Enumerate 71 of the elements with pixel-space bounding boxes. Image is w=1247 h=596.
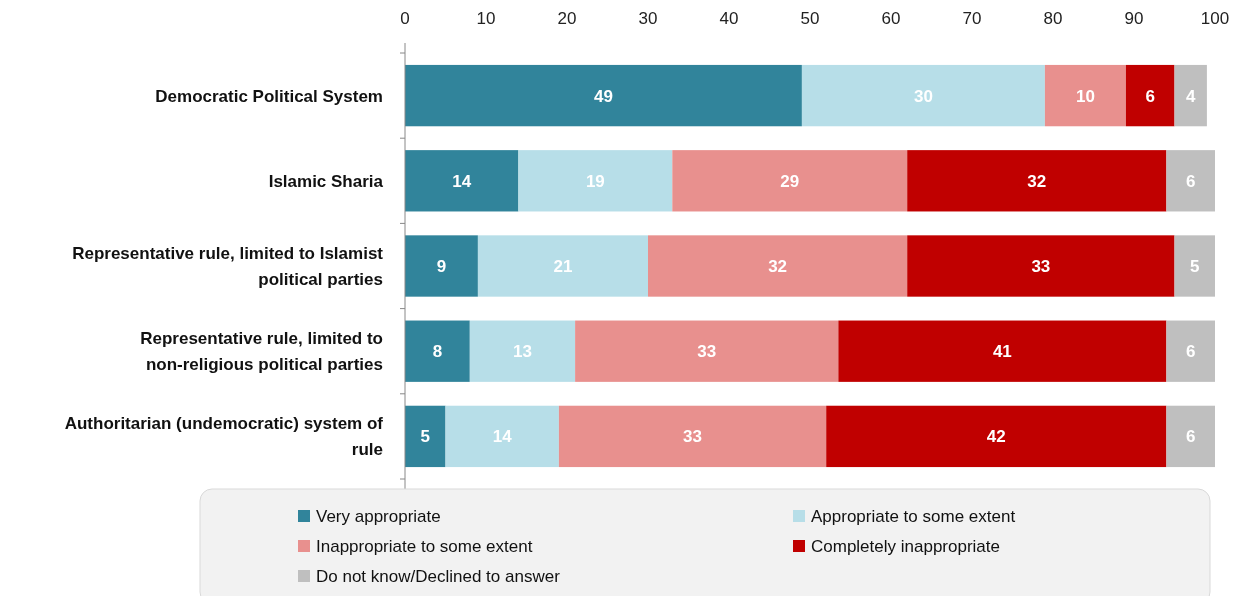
legend-label: Appropriate to some extent xyxy=(811,506,1016,526)
x-tick-label: 80 xyxy=(1043,9,1063,28)
x-tick-label: 60 xyxy=(881,9,901,28)
bar xyxy=(477,235,648,297)
bar xyxy=(445,405,559,468)
bar xyxy=(907,150,1167,212)
data-label: 4 xyxy=(1185,86,1196,106)
x-tick-label: 10 xyxy=(476,9,496,28)
data-label: 8 xyxy=(432,342,443,362)
bar xyxy=(1174,64,1207,127)
y-tick-label: Authoritarian (undemocratic) system of rule xyxy=(64,414,384,460)
data-label: 33 xyxy=(697,342,717,362)
bar xyxy=(1044,64,1126,127)
bar xyxy=(405,150,519,212)
data-label: 5 xyxy=(1190,256,1200,276)
data-label: 41 xyxy=(992,342,1012,362)
x-tick-label: 0 xyxy=(400,9,410,28)
x-tick-label: 30 xyxy=(638,9,658,28)
data-label: 10 xyxy=(1075,86,1095,106)
y-tick-label: Representative rule, limited to non-religious political parties xyxy=(140,329,383,375)
bar xyxy=(838,320,1167,382)
legend-label: Do not know/Declined to answer xyxy=(316,566,561,586)
bar xyxy=(405,320,470,382)
data-label: 33 xyxy=(683,427,703,447)
data-label: 29 xyxy=(780,171,800,191)
y-tick-label: Democratic Political System xyxy=(155,86,383,106)
data-label: 5 xyxy=(420,427,430,447)
data-label: 30 xyxy=(913,86,933,106)
data-label: 13 xyxy=(512,342,532,362)
x-tick-label: 40 xyxy=(719,9,739,28)
legend-label: Inappropriate to some extent xyxy=(316,536,533,556)
bar xyxy=(575,320,839,382)
bar xyxy=(826,405,1167,468)
x-tick-label: 90 xyxy=(1124,9,1144,28)
bar xyxy=(405,235,478,297)
data-label: 9 xyxy=(436,256,447,276)
bar xyxy=(1166,150,1215,212)
legend-label: Very appropriate xyxy=(316,506,441,526)
legend-label: Completely inappropriate xyxy=(811,536,1000,556)
bar xyxy=(801,64,1045,127)
data-label: 32 xyxy=(768,256,788,276)
data-label: 19 xyxy=(585,171,605,191)
data-label: 6 xyxy=(1185,342,1196,362)
data-label: 14 xyxy=(452,171,472,191)
y-tick-label: Representative rule, limited to Islamist political parties xyxy=(72,243,384,289)
data-label: 6 xyxy=(1185,171,1196,191)
data-label: 6 xyxy=(1145,86,1155,106)
data-label: 49 xyxy=(593,86,613,106)
bar xyxy=(1166,320,1215,382)
data-label: 21 xyxy=(553,256,573,276)
bar xyxy=(558,405,827,468)
data-label: 14 xyxy=(492,427,513,447)
bar xyxy=(648,235,908,297)
bar xyxy=(1166,405,1215,468)
y-tick-label: Islamic Sharia xyxy=(268,171,384,191)
x-tick-label: 50 xyxy=(800,9,820,28)
data-label: 6 xyxy=(1185,427,1196,447)
bar xyxy=(1174,235,1215,297)
bar xyxy=(672,150,908,212)
bar xyxy=(405,405,446,468)
bar xyxy=(1125,64,1175,127)
bar xyxy=(469,320,576,382)
data-label: 42 xyxy=(986,427,1006,447)
bar xyxy=(907,235,1175,297)
bar xyxy=(518,150,673,212)
data-label: 33 xyxy=(1031,256,1051,276)
bar xyxy=(405,64,802,127)
x-tick-label: 70 xyxy=(962,9,982,28)
x-tick-label: 20 xyxy=(557,9,577,28)
data-label: 32 xyxy=(1027,171,1047,191)
x-tick-label: 100 xyxy=(1200,9,1230,28)
